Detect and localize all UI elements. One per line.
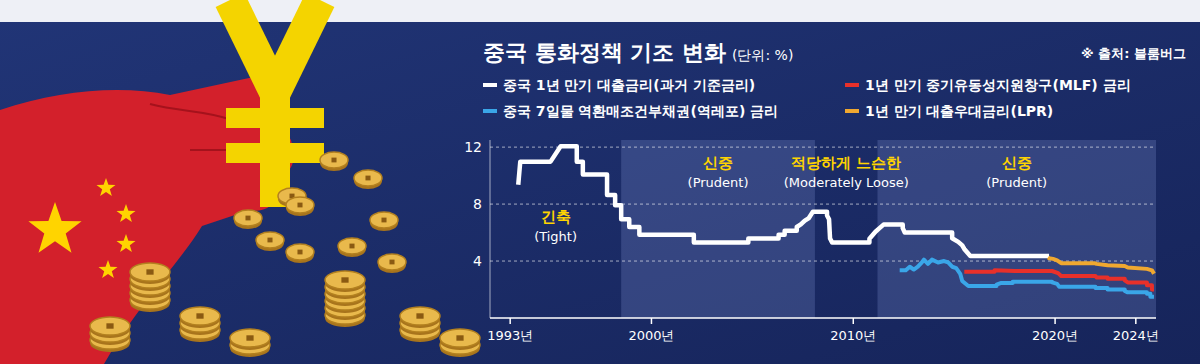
x-tick-label: 2010년 bbox=[830, 328, 876, 343]
x-tick-label: 2000년 bbox=[628, 328, 674, 343]
hand-crease bbox=[150, 104, 232, 120]
coin-hole bbox=[246, 335, 253, 340]
y-tick-label: 12 bbox=[464, 139, 482, 155]
flag-star bbox=[117, 204, 136, 222]
period-label: 신중 bbox=[1002, 154, 1032, 172]
chart-svg: 중국 통화정책 기조 변화 (단위: %) ※ 출처: 블룸버그 4 8 12 1993년 2… bbox=[0, 0, 1200, 364]
legend-label: 중국 7일물 역환매조건부채권(역레포) 금리 bbox=[503, 103, 778, 119]
series-lines bbox=[518, 146, 1154, 296]
x-tick bbox=[1054, 318, 1056, 324]
legend-swatch bbox=[845, 83, 859, 87]
coin-hole bbox=[381, 218, 386, 223]
yen-arm bbox=[275, 0, 320, 92]
top-strip bbox=[0, 0, 1200, 22]
coin bbox=[378, 254, 406, 270]
coin bbox=[338, 238, 366, 254]
yen-bar bbox=[226, 108, 324, 128]
coin-hole bbox=[245, 216, 250, 221]
chart-wrap: 중국 통화정책 기조 변화 (단위: %) ※ 출처: 블룸버그 4 8 12 1993년 2… bbox=[0, 0, 1200, 364]
y-tick-label: 8 bbox=[473, 196, 482, 212]
period-bands bbox=[621, 140, 1156, 318]
period-label: 긴축 bbox=[541, 208, 571, 226]
source: ※ 출처: 블룸버그 bbox=[1081, 46, 1186, 61]
coin bbox=[180, 307, 220, 325]
x-axis bbox=[490, 317, 1156, 319]
y-tick-label: 4 bbox=[473, 253, 482, 269]
legend-swatch bbox=[483, 83, 497, 87]
coin-hole bbox=[365, 176, 370, 181]
x-tick bbox=[509, 318, 511, 324]
coin-hole bbox=[341, 277, 348, 282]
period-label-en: (Tight) bbox=[534, 229, 577, 244]
flag-star bbox=[97, 178, 116, 196]
grid-line bbox=[490, 147, 1156, 148]
coin bbox=[370, 212, 398, 228]
y-axis bbox=[490, 140, 491, 318]
coin bbox=[130, 263, 170, 281]
subtitle: (단위: %) bbox=[732, 47, 793, 63]
coin bbox=[320, 152, 348, 168]
coin-hole bbox=[416, 313, 423, 318]
coin-hole bbox=[331, 158, 336, 163]
x-tick bbox=[651, 318, 653, 324]
x-tick bbox=[1135, 318, 1137, 324]
yen-sign bbox=[226, 0, 324, 207]
legend-label: 1년 만기 중기유동성지원창구(MLF) 금리 bbox=[865, 77, 1131, 93]
series-line bbox=[1048, 257, 1154, 273]
legend-label: 중국 1년 만기 대출금리(과거 기준금리) bbox=[503, 77, 755, 93]
background bbox=[0, 0, 1200, 364]
period-label-en: (Prudent) bbox=[688, 175, 749, 190]
legend-label: 1년 만기 대출우대금리(LPR) bbox=[865, 103, 1053, 119]
period-band bbox=[877, 140, 1156, 318]
coin bbox=[325, 271, 365, 289]
x-tick-label: 2020년 bbox=[1032, 328, 1078, 343]
coin-hole bbox=[456, 335, 463, 340]
illustration bbox=[0, 0, 480, 364]
legend-swatch bbox=[845, 109, 859, 113]
axes: 4 8 12 1993년 2000년 2010년 2020년 2024년 bbox=[464, 139, 1159, 343]
coin bbox=[256, 232, 284, 248]
coin-hole bbox=[146, 269, 153, 274]
legend: 중국 1년 만기 대출금리(과거 기준금리) 1년 만기 중기유동성지원창구(ML… bbox=[483, 77, 1131, 119]
coin bbox=[234, 210, 262, 226]
flag-star bbox=[99, 260, 118, 278]
coin-hole bbox=[106, 323, 113, 328]
coin-hole bbox=[196, 313, 203, 318]
coin-hole bbox=[267, 238, 272, 243]
grid-line bbox=[490, 204, 1156, 205]
flag-star bbox=[117, 234, 136, 252]
period-label: 적당하게 느슨한 bbox=[791, 154, 901, 172]
legend-swatch bbox=[483, 109, 497, 113]
period-label: 신중 bbox=[703, 154, 733, 172]
period-label-en: (Prudent) bbox=[986, 175, 1047, 190]
coin bbox=[90, 317, 130, 335]
period-label-en: (Moderately Loose) bbox=[784, 175, 909, 190]
title: 중국 통화정책 기조 변화 bbox=[483, 40, 726, 65]
coin bbox=[286, 197, 314, 213]
coin bbox=[354, 170, 382, 186]
coin bbox=[440, 329, 480, 347]
title-line: 중국 통화정책 기조 변화 (단위: %) bbox=[483, 40, 793, 65]
yen-bar bbox=[226, 143, 324, 163]
coin bbox=[400, 307, 440, 325]
coin-hole bbox=[297, 203, 302, 208]
coin-hole bbox=[389, 260, 394, 265]
series-line bbox=[518, 146, 1049, 256]
x-tick-label: 2024년 bbox=[1113, 328, 1159, 343]
x-tick-label: 1993년 bbox=[487, 328, 533, 343]
flag-star bbox=[28, 202, 81, 253]
coin-hole bbox=[349, 244, 354, 249]
coin bbox=[230, 329, 270, 347]
coin-hole bbox=[297, 250, 302, 255]
x-tick bbox=[853, 318, 855, 324]
coin bbox=[286, 244, 314, 260]
